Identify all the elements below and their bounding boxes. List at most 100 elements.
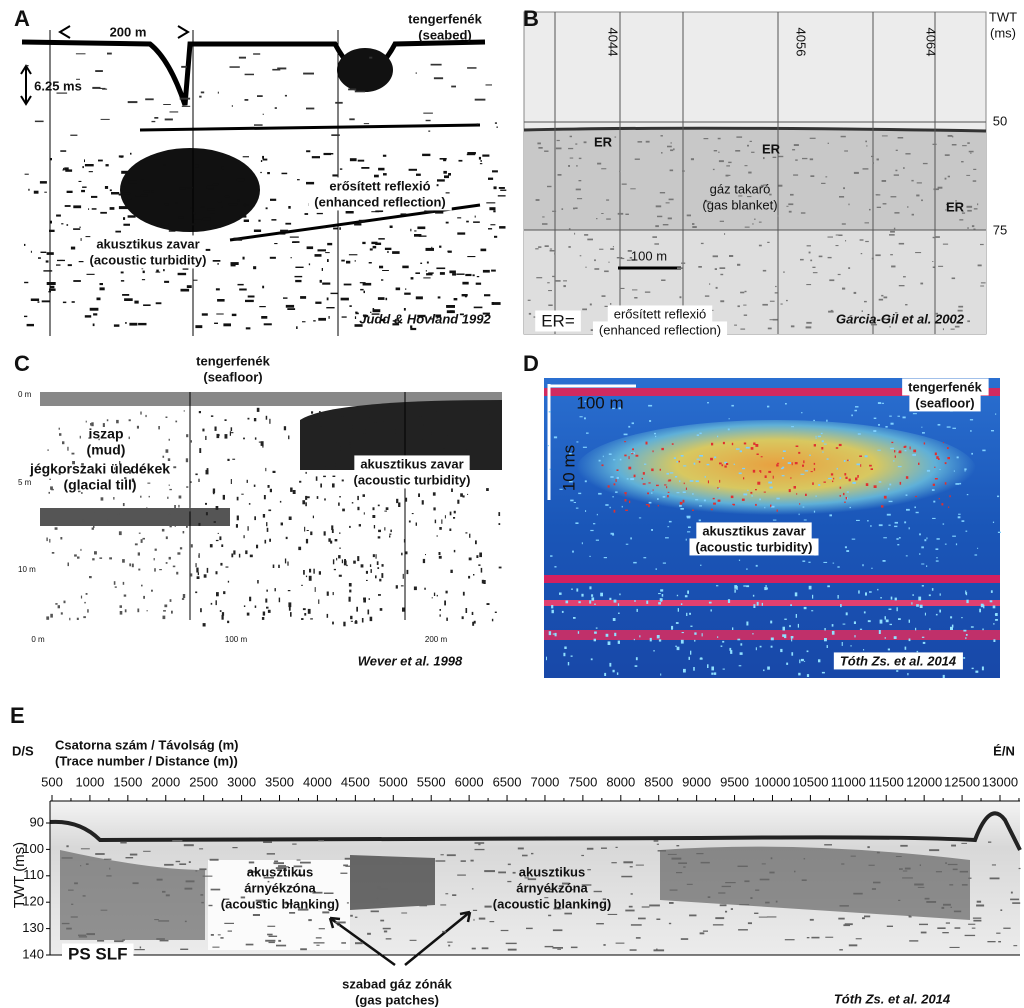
speck: [895, 856, 902, 857]
speck: [438, 555, 442, 559]
speck: [630, 452, 633, 454]
speck: [565, 600, 569, 604]
speck: [830, 309, 833, 312]
speck: [904, 450, 907, 452]
speck: [992, 605, 996, 609]
speck: [749, 140, 752, 142]
speck: [227, 580, 230, 583]
speck: [659, 598, 663, 602]
speck: [903, 446, 906, 448]
speck: [582, 308, 587, 311]
speck: [916, 604, 919, 607]
speck: [616, 257, 623, 259]
speck: [349, 525, 351, 528]
speck: [806, 245, 811, 247]
speck: [349, 589, 352, 593]
speck: [554, 252, 556, 255]
speck: [918, 596, 922, 601]
speck: [951, 844, 956, 847]
speck: [828, 477, 832, 480]
speck: [367, 609, 370, 615]
speck: [584, 480, 587, 483]
speck: [976, 904, 985, 907]
speck: [811, 610, 814, 612]
speck: [730, 908, 733, 910]
speck: [151, 120, 156, 123]
speck: [612, 618, 616, 621]
speck: [290, 612, 292, 617]
speck: [877, 449, 881, 451]
speck: [288, 606, 291, 611]
speck: [341, 559, 343, 564]
speck: [768, 470, 772, 473]
speck: [462, 281, 469, 285]
speck: [601, 213, 604, 214]
speck: [492, 413, 495, 416]
speck: [660, 589, 664, 592]
speck: [919, 604, 923, 608]
speck: [602, 898, 607, 900]
speck: [905, 555, 908, 557]
speck: [460, 493, 463, 497]
speck: [839, 905, 849, 907]
speck: [76, 617, 79, 620]
speck: [719, 220, 724, 222]
speck: [46, 537, 48, 542]
speck: [140, 411, 142, 415]
speck: [655, 205, 662, 208]
speck: [696, 458, 700, 460]
speck: [470, 859, 474, 862]
speck: [199, 848, 204, 850]
speck: [335, 101, 343, 104]
speck: [323, 462, 326, 467]
speck: [34, 120, 44, 123]
speck: [50, 613, 53, 618]
speck: [680, 455, 684, 457]
speck: [196, 567, 199, 573]
speck: [50, 486, 53, 490]
speck: [346, 902, 349, 904]
speck: [121, 186, 126, 190]
speck: [636, 608, 638, 612]
speck: [330, 540, 333, 544]
speck: [835, 245, 839, 247]
speck: [481, 947, 489, 950]
speck: [859, 455, 862, 457]
speck: [210, 415, 214, 417]
speck: [127, 197, 132, 200]
speck: [241, 493, 244, 495]
label: (acoustic turbidity): [89, 252, 206, 267]
speck: [734, 589, 736, 593]
speck: [341, 316, 347, 318]
speck: [848, 203, 850, 206]
speck: [467, 493, 469, 495]
speck: [425, 554, 426, 556]
speck: [392, 320, 398, 322]
speck: [894, 525, 898, 528]
label: (mud): [87, 442, 126, 458]
speck: [177, 552, 181, 555]
speck: [46, 252, 54, 255]
speck: [554, 632, 557, 637]
speck: [642, 472, 645, 475]
speck: [269, 488, 272, 493]
speck: [67, 446, 69, 451]
speck: [970, 626, 974, 628]
speck: [322, 424, 324, 428]
speck: [915, 252, 922, 254]
speck: [164, 604, 168, 608]
speck: [33, 190, 39, 194]
speck: [755, 503, 757, 506]
speck: [688, 526, 691, 528]
speck: [217, 299, 225, 302]
speck: [43, 270, 53, 272]
speck: [345, 865, 356, 867]
gas-arrows: [328, 910, 472, 967]
speck: [604, 270, 609, 273]
speck: [919, 553, 921, 555]
speck: [589, 303, 592, 306]
speck: [348, 583, 352, 587]
speck: [621, 875, 633, 878]
speck: [993, 639, 996, 642]
speck: [873, 881, 881, 884]
